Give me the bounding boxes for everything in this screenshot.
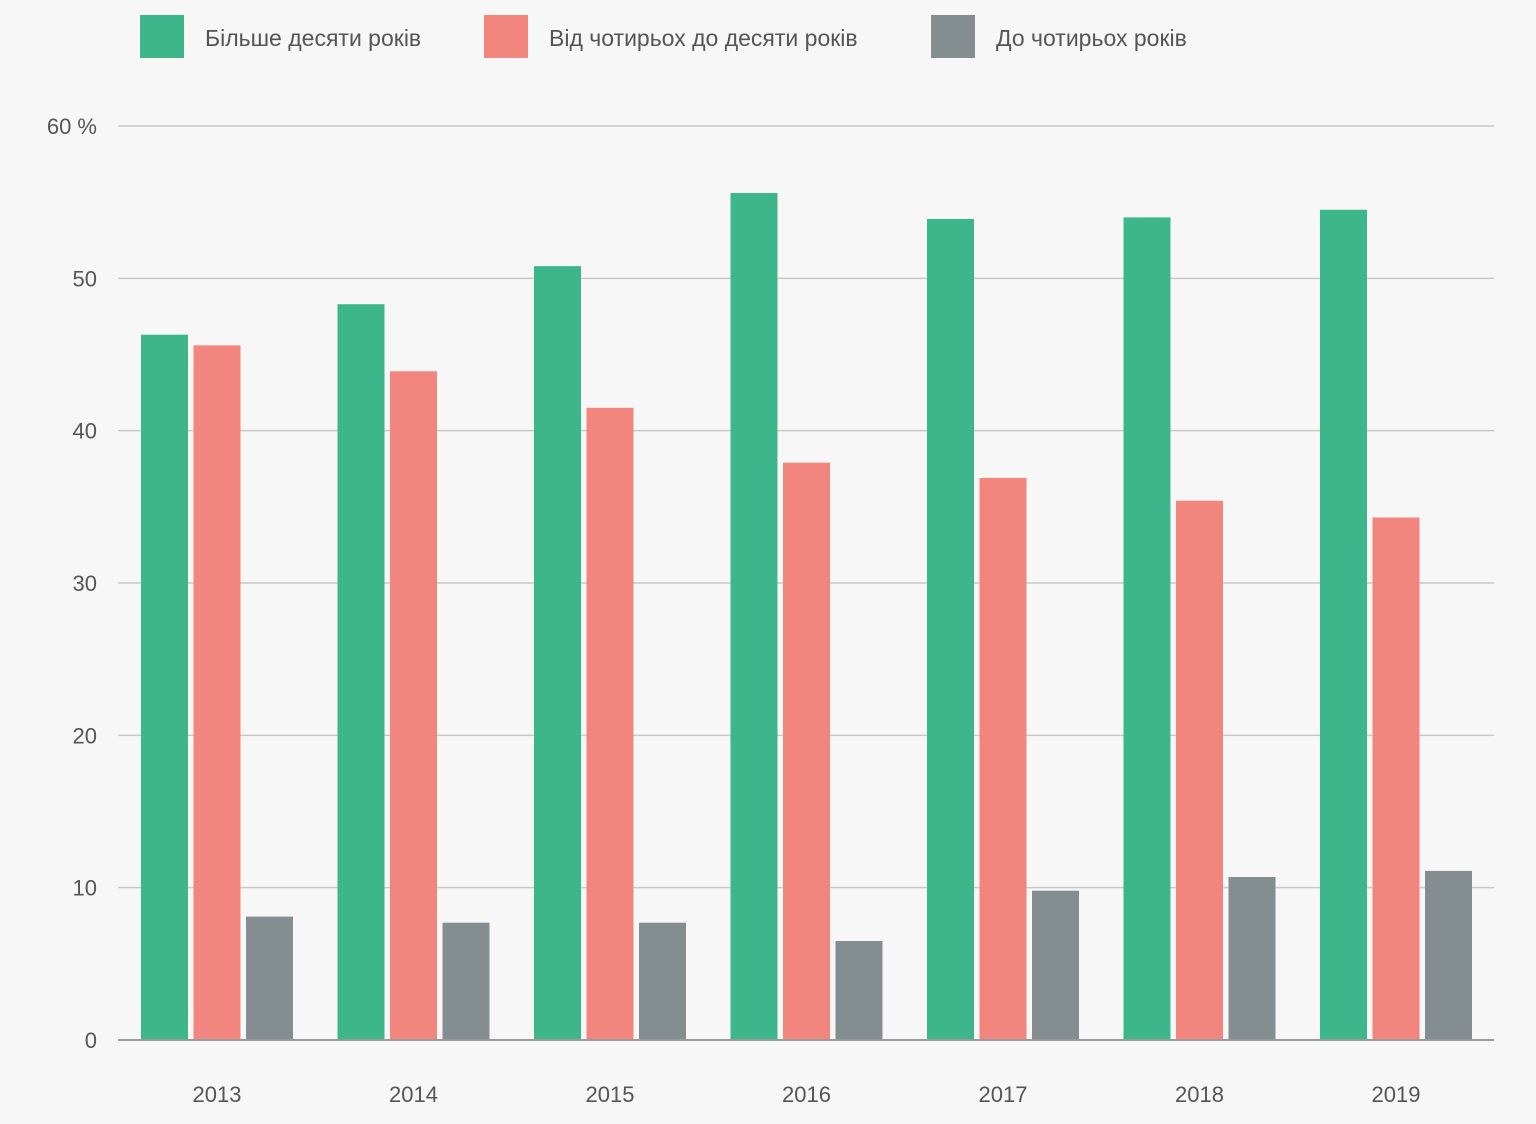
bar-2019-series-1 — [1372, 517, 1420, 1040]
y-tick-label: 40 — [73, 419, 97, 444]
x-tick-label: 2013 — [193, 1082, 242, 1107]
bar-2016-series-0 — [730, 193, 778, 1040]
x-tick-label: 2017 — [979, 1082, 1028, 1107]
y-tick-label: 20 — [73, 723, 97, 748]
bar-2018-series-2 — [1228, 877, 1276, 1040]
bar-2014-series-0 — [337, 304, 385, 1041]
x-tick-label: 2016 — [782, 1082, 831, 1107]
legend-swatch — [140, 15, 184, 58]
x-tick-labels: 2013 2014 2015 2016 2017 2018 2019 — [193, 1082, 1421, 1107]
x-tick-label: 2019 — [1372, 1082, 1421, 1107]
legend-swatch — [484, 15, 528, 58]
y-tick-label: 10 — [73, 876, 97, 901]
bar-2019-series-0 — [1320, 209, 1367, 1041]
bar-2014-series-2 — [442, 922, 490, 1040]
bar-2015-series-1 — [586, 407, 634, 1041]
bar-2017-series-2 — [1032, 890, 1079, 1040]
bar-2019-series-2 — [1425, 870, 1472, 1040]
y-tick-label: 50 — [73, 266, 97, 291]
bar-2016-series-2 — [835, 940, 883, 1040]
bar-2017-series-1 — [979, 477, 1027, 1040]
bar-2013-series-0 — [141, 334, 188, 1040]
legend-label: Більше десяти років — [205, 25, 422, 51]
legend-label: Від чотирьох до десяти років — [549, 25, 858, 51]
y-tick-labels: 0 10 20 30 40 50 60 % — [47, 114, 97, 1053]
y-tick-label: 60 % — [47, 114, 97, 139]
y-tick-label: 0 — [85, 1028, 97, 1053]
bars — [141, 193, 1472, 1041]
bar-2018-series-0 — [1123, 217, 1171, 1040]
legend-swatch — [931, 15, 975, 58]
bar-2013-series-1 — [193, 345, 241, 1040]
x-tick-label: 2015 — [586, 1082, 635, 1107]
bar-2016-series-1 — [783, 462, 830, 1040]
y-tick-label: 30 — [73, 571, 97, 596]
x-tick-label: 2018 — [1175, 1082, 1224, 1107]
bar-2018-series-1 — [1176, 500, 1223, 1040]
bar-2017-series-0 — [927, 218, 974, 1040]
bar-2014-series-1 — [390, 371, 437, 1040]
legend-label: До чотирьох років — [996, 25, 1187, 51]
bar-2015-series-2 — [639, 922, 686, 1040]
bar-2015-series-0 — [534, 266, 581, 1040]
x-tick-label: 2014 — [389, 1082, 438, 1107]
bar-2013-series-2 — [246, 916, 293, 1040]
